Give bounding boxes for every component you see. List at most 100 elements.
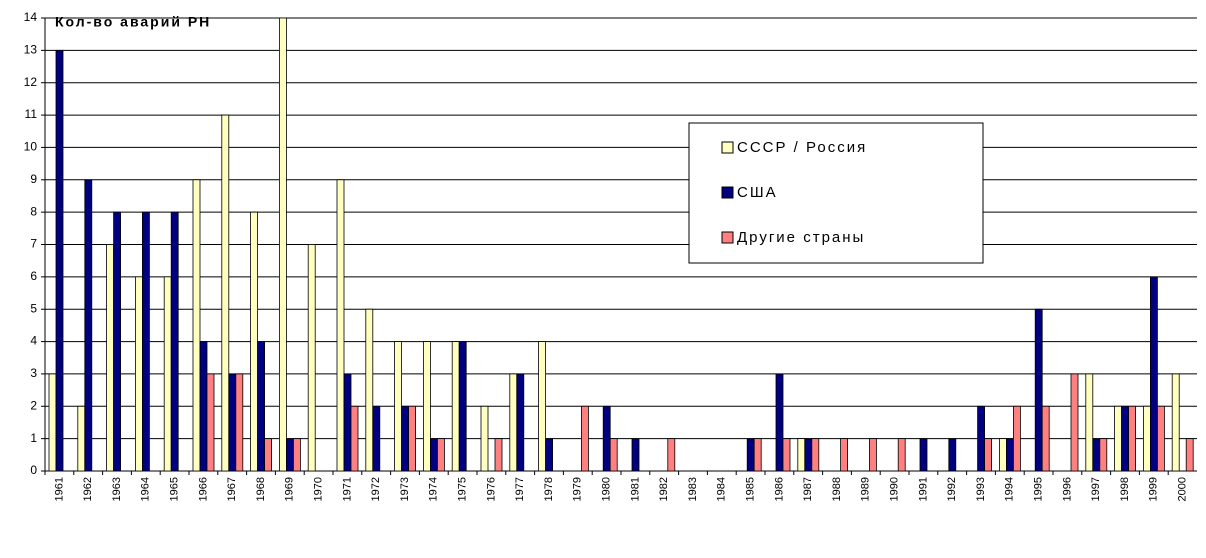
x-tick-label: 1987 — [802, 477, 814, 501]
bar — [141, 211, 150, 472]
x-tick-label: 1964 — [140, 477, 152, 501]
x-tick-label: 1997 — [1090, 477, 1102, 501]
bar — [394, 341, 403, 472]
bar — [840, 438, 848, 472]
bar — [1092, 438, 1101, 472]
x-tick-label: 1962 — [82, 477, 94, 501]
x-tick-label: 1965 — [169, 477, 181, 501]
y-axis-title: Кол-во аварий РН — [55, 14, 211, 30]
bar — [408, 405, 417, 472]
bar — [170, 211, 179, 472]
x-tick-label: 1981 — [629, 477, 641, 501]
y-tick-label: 8 — [30, 204, 37, 218]
x-tick-label: 1972 — [370, 477, 382, 501]
bar — [516, 373, 525, 472]
legend-label: СССР / Россия — [737, 139, 867, 156]
bar — [285, 438, 294, 472]
bar — [897, 438, 906, 472]
bar — [948, 438, 957, 472]
y-tick-label: 9 — [30, 172, 37, 186]
bar — [1006, 438, 1014, 472]
y-tick-label: 2 — [30, 398, 37, 412]
x-tick-label: 1989 — [860, 477, 872, 501]
legend-swatch — [721, 231, 734, 244]
bar — [163, 276, 172, 472]
bar — [113, 211, 121, 472]
x-tick-label: 1983 — [687, 477, 699, 501]
x-tick-label: 1992 — [946, 477, 958, 501]
bar — [797, 438, 806, 472]
y-tick-label: 13 — [24, 43, 38, 57]
bar — [55, 49, 64, 472]
bar — [429, 438, 438, 472]
bar — [1041, 405, 1050, 472]
x-tick-label: 1977 — [514, 477, 526, 501]
bar — [977, 405, 985, 472]
bar — [228, 373, 237, 472]
bar — [192, 179, 201, 472]
bar — [602, 405, 611, 472]
bar — [1114, 405, 1122, 472]
x-tick-label: 1993 — [975, 477, 987, 501]
bar — [84, 179, 93, 472]
bar — [509, 373, 518, 472]
bar — [77, 405, 86, 472]
x-tick-label: 2000 — [1177, 477, 1189, 501]
legend-label: Другие страны — [737, 229, 865, 246]
bar — [264, 438, 273, 472]
x-tick-label: 1998 — [1119, 477, 1131, 501]
bar — [804, 438, 813, 472]
x-tick-label: 1985 — [745, 477, 757, 501]
x-tick-label: 1988 — [831, 477, 843, 501]
bar — [1070, 373, 1079, 472]
bar — [350, 405, 359, 472]
bar — [984, 438, 992, 472]
bar — [1099, 438, 1108, 472]
x-tick-label: 1967 — [226, 477, 238, 501]
bar — [336, 179, 345, 472]
bar — [1085, 373, 1094, 472]
x-tick-label: 1999 — [1148, 477, 1160, 501]
bar — [869, 438, 877, 472]
bar — [581, 405, 589, 472]
bar — [278, 17, 287, 472]
bar — [1121, 405, 1129, 472]
x-tick-label: 1996 — [1061, 477, 1073, 501]
y-tick-label: 3 — [30, 366, 37, 380]
bar — [401, 405, 410, 472]
bar — [1171, 373, 1180, 472]
x-tick-label: 1979 — [572, 477, 584, 501]
bar — [365, 308, 374, 472]
bar — [480, 405, 489, 472]
bar — [782, 438, 791, 472]
bar — [609, 438, 618, 472]
bar — [753, 438, 762, 472]
bar — [1157, 405, 1165, 472]
bar — [1013, 405, 1021, 472]
bar — [235, 373, 244, 472]
x-tick-label: 1968 — [255, 477, 267, 501]
bar — [811, 438, 820, 472]
bar — [451, 341, 460, 472]
bar — [134, 276, 143, 472]
x-tick-label: 1975 — [457, 477, 469, 501]
bar — [221, 114, 230, 472]
x-tick-label: 1966 — [197, 477, 209, 501]
bar — [436, 438, 445, 472]
y-tick-label: 6 — [30, 269, 37, 283]
legend-label: США — [737, 184, 778, 201]
y-tick-label: 14 — [24, 10, 38, 24]
y-tick-label: 5 — [30, 301, 37, 315]
bar — [1143, 405, 1151, 472]
bar — [307, 244, 316, 472]
y-tick-label: 0 — [30, 463, 37, 477]
legend-swatch — [721, 141, 734, 154]
x-tick-label: 1973 — [399, 477, 411, 501]
y-tick-label: 4 — [30, 334, 37, 348]
bar — [343, 373, 352, 472]
legend-swatch — [721, 186, 734, 199]
x-tick-label: 1976 — [485, 477, 497, 501]
bar — [106, 244, 114, 472]
bar — [48, 373, 57, 472]
